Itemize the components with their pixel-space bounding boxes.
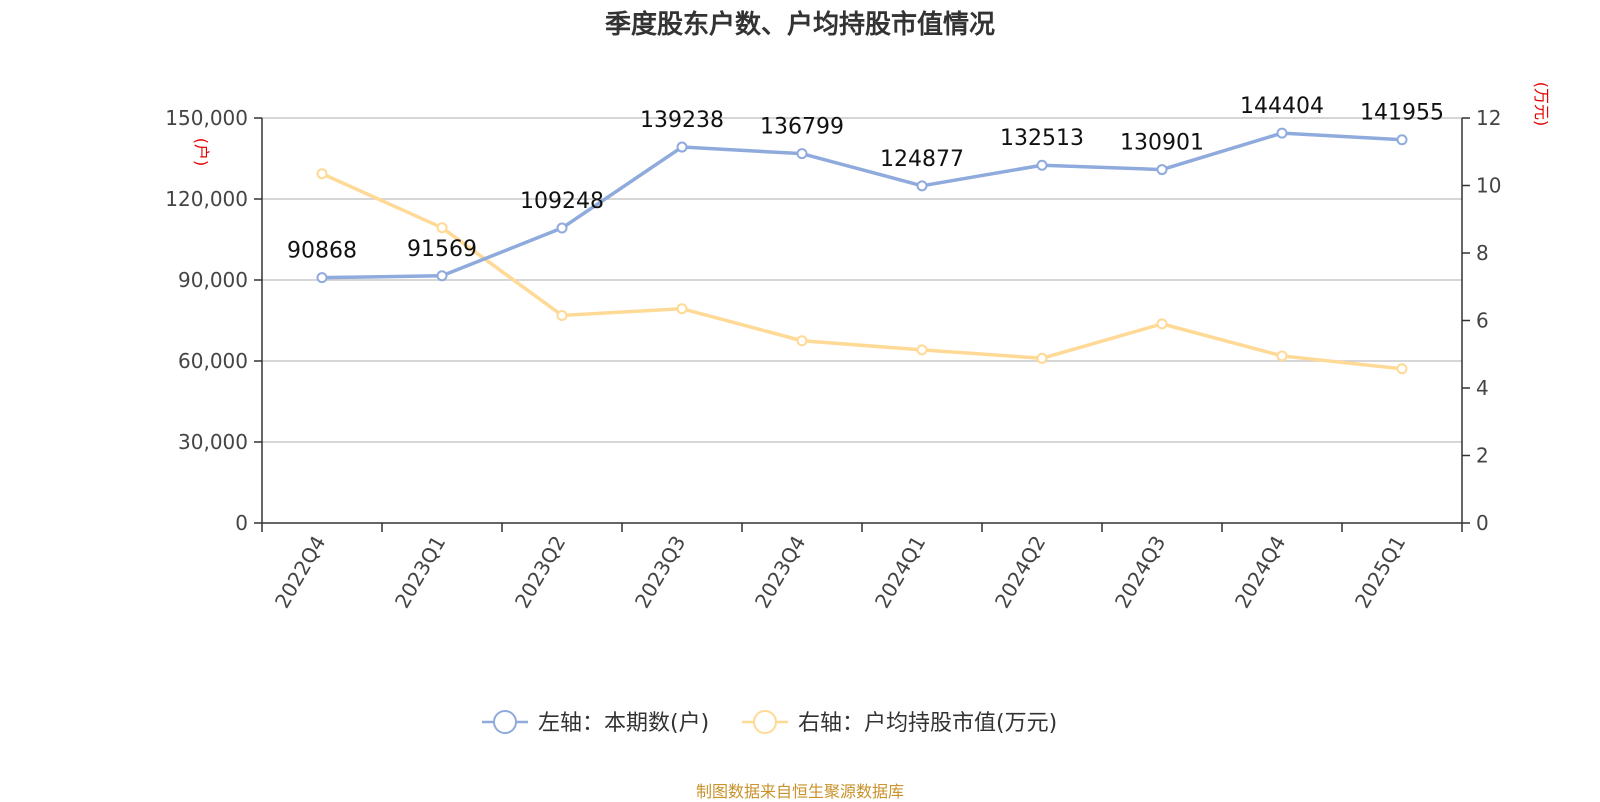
right-axis-tick-label: 12 [1476,106,1501,130]
holders-point[interactable] [1156,164,1168,176]
legend-label[interactable]: 左轴：本期数(户) [538,711,709,736]
holders-point[interactable] [676,141,688,153]
avg-value-point[interactable] [676,303,688,315]
series-line-avg-value [321,172,1403,371]
legend-label[interactable]: 右轴：户均持股市值(万元) [798,711,1057,736]
right-axis-tick-label: 2 [1476,444,1489,468]
x-axis-tick-label: 2024Q1 [870,532,930,613]
x-axis-tick-label: 2025Q1 [1350,532,1410,613]
legend-marker[interactable] [493,710,517,734]
data-label: 139238 [640,108,724,133]
x-axis-tick-label: 2023Q4 [750,532,810,613]
holders-point[interactable] [1396,134,1408,146]
left-axis-unit: (户) [192,138,211,167]
data-labels: 90868 91569 109248 139238 136799 124877 132513… [287,94,1444,264]
data-label: 144404 [1240,94,1324,119]
series-line-holders [321,131,1403,280]
x-axis-tick-label: 2023Q2 [510,532,570,613]
holders-point[interactable] [436,270,448,282]
right-axis-unit: (万元) [1532,82,1551,127]
legend-marker[interactable] [753,710,777,734]
holders-point[interactable] [916,180,928,192]
left-axis-tick-label: 150,000 [165,106,248,130]
data-label: 141955 [1360,101,1444,126]
holders-point[interactable] [316,272,328,284]
gridlines [262,117,1462,443]
right-axis-tick-label: 6 [1476,309,1489,333]
data-label: 91569 [407,237,477,262]
data-label: 90868 [287,239,357,264]
right-axis-tick-label: 4 [1476,376,1489,400]
left-axis-tick-label: 0 [235,511,248,535]
avg-value-point[interactable] [796,335,808,347]
left-axis-tick-label: 120,000 [165,187,248,211]
data-label: 124877 [880,147,964,172]
avg-value-point[interactable] [1156,318,1168,330]
data-label: 130901 [1120,131,1204,156]
avg-value-point[interactable] [1036,352,1048,364]
data-label: 132513 [1000,126,1084,151]
x-axis-tick-label: 2024Q4 [1230,532,1290,613]
holders-point[interactable] [1276,127,1288,139]
x-axis-tick-label: 2022Q4 [270,532,330,613]
x-axis-tick-label: 2024Q3 [1110,532,1170,613]
chart-title: 季度股东户数、户均持股市值情况 [604,10,995,40]
avg-value-point[interactable] [1396,363,1408,375]
series-lines [316,127,1408,375]
avg-value-point[interactable] [316,168,328,180]
axes: 0 30,000 60,000 90,000 120,000 150,000 0 2 4 6 8 10… [165,82,1551,612]
left-axis-tick-label: 60,000 [178,349,248,373]
legend: 左轴：本期数(户) 右轴：户均持股市值(万元) [482,710,1057,736]
right-axis-tick-label: 10 [1476,174,1501,198]
holders-point[interactable] [796,148,808,160]
holders-point[interactable] [556,222,568,234]
avg-value-point[interactable] [1276,350,1288,362]
avg-value-point[interactable] [916,344,928,356]
right-axis-tick-label: 8 [1476,241,1489,265]
avg-value-point[interactable] [436,222,448,234]
left-axis-tick-label: 30,000 [178,430,248,454]
avg-value-point[interactable] [556,309,568,321]
data-label: 136799 [760,115,844,140]
left-axis-tick-label: 90,000 [178,268,248,292]
right-axis-tick-label: 0 [1476,511,1489,535]
holders-point[interactable] [1036,159,1048,171]
source-note: 制图数据来自恒生聚源数据库 [695,782,904,801]
x-axis-tick-label: 2023Q1 [390,532,450,613]
data-label: 109248 [520,189,604,214]
x-axis-tick-label: 2023Q3 [630,532,690,613]
x-axis-tick-label: 2024Q2 [990,532,1050,613]
